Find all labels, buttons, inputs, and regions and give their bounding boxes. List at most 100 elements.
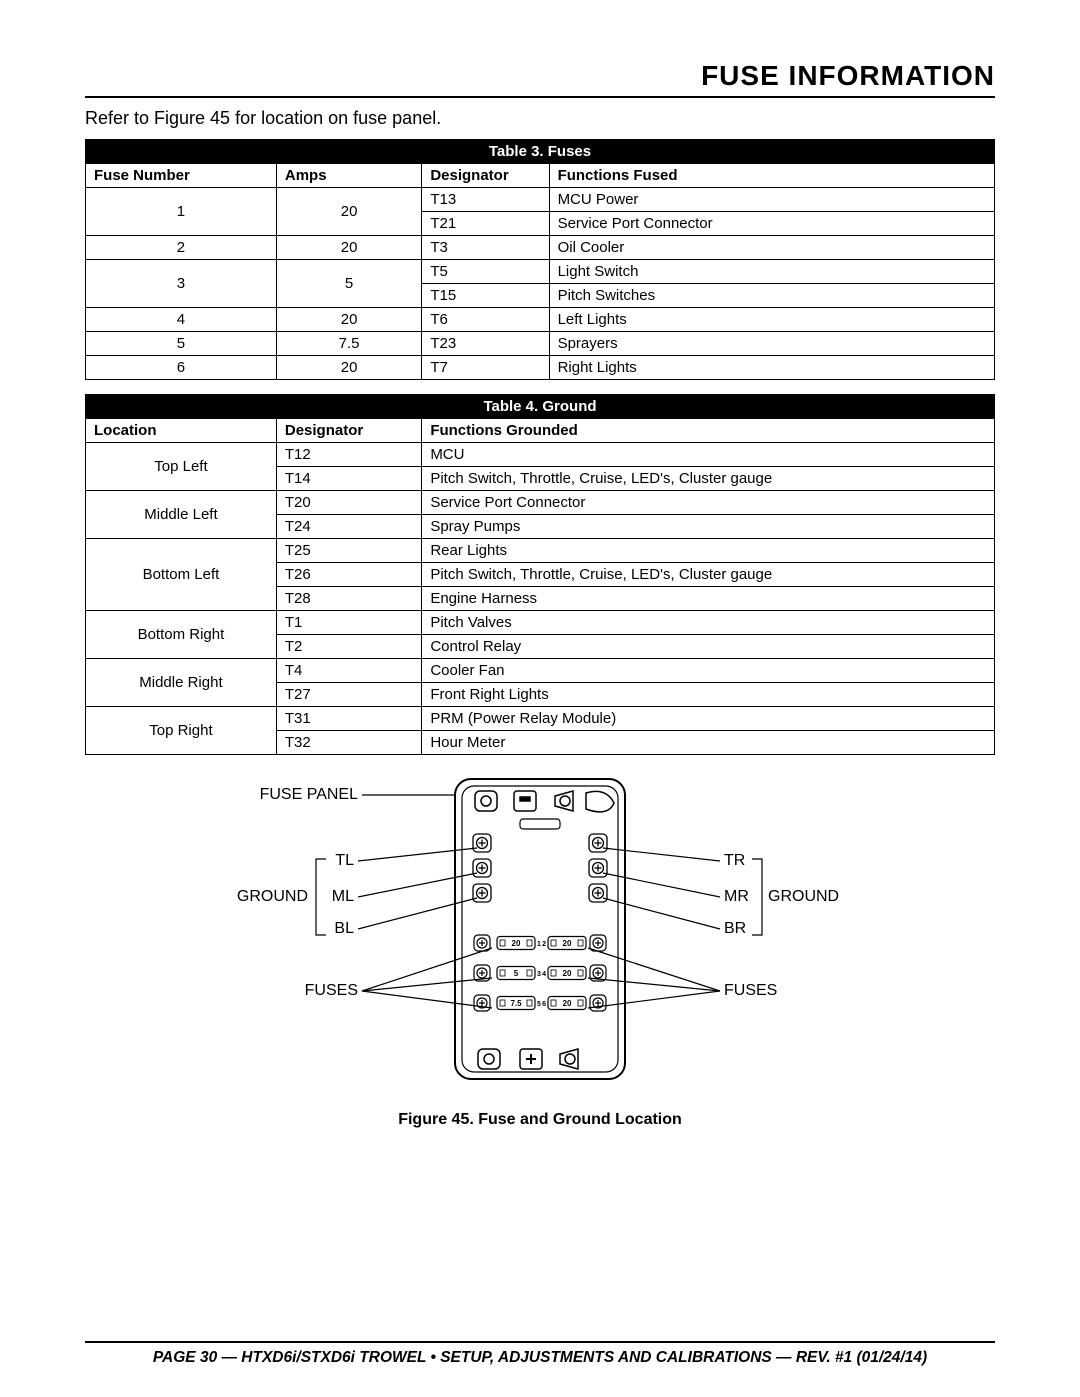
cell-function: Engine Harness <box>422 587 995 611</box>
cell-amps: 5 <box>276 260 421 308</box>
cell-designator: T14 <box>276 467 421 491</box>
cell-designator: T26 <box>276 563 421 587</box>
fuses-table: Table 3. Fuses Fuse Number Amps Designat… <box>85 139 995 380</box>
cell-amps: 20 <box>276 356 421 380</box>
cell-designator: T4 <box>276 659 421 683</box>
cell-function: MCU Power <box>549 188 994 212</box>
svg-text:7.5: 7.5 <box>510 999 522 1008</box>
label-fuses-right: FUSES <box>724 982 777 999</box>
fuse-icon: 7.5 <box>497 997 535 1010</box>
svg-text:5: 5 <box>514 969 519 978</box>
ground-screw-icon <box>589 884 607 902</box>
cell-function: Pitch Switches <box>549 284 994 308</box>
cell-fuse-number: 1 <box>86 188 277 236</box>
cell-location: Top Right <box>86 707 277 755</box>
label-br: BR <box>724 920 746 937</box>
label-mr: MR <box>724 888 749 905</box>
cell-designator: T6 <box>422 308 549 332</box>
ground-screw-icon <box>590 995 606 1011</box>
cell-location: Bottom Left <box>86 539 277 611</box>
cell-fuse-number: 5 <box>86 332 277 356</box>
cell-function: Pitch Switch, Throttle, Cruise, LED's, C… <box>422 563 995 587</box>
label-ground-left: GROUND <box>237 888 308 905</box>
cell-amps: 20 <box>276 236 421 260</box>
cell-designator: T15 <box>422 284 549 308</box>
cell-function: Service Port Connector <box>549 212 994 236</box>
cell-fuse-number: 4 <box>86 308 277 332</box>
svg-text:20: 20 <box>563 969 572 978</box>
fuse-icon: 20 <box>497 937 535 950</box>
cell-function: Pitch Valves <box>422 611 995 635</box>
cell-designator: T13 <box>422 188 549 212</box>
table-row: Top LeftT12MCU <box>86 443 995 467</box>
cell-function: Pitch Switch, Throttle, Cruise, LED's, C… <box>422 467 995 491</box>
cell-amps: 7.5 <box>276 332 421 356</box>
footer-rule <box>85 1341 995 1343</box>
cell-function: Cooler Fan <box>422 659 995 683</box>
cell-designator: T32 <box>276 731 421 755</box>
cell-function: Spray Pumps <box>422 515 995 539</box>
cell-designator: T2 <box>276 635 421 659</box>
cell-function: Hour Meter <box>422 731 995 755</box>
cell-fuse-number: 3 <box>86 260 277 308</box>
svg-text:20: 20 <box>563 939 572 948</box>
cell-designator: T20 <box>276 491 421 515</box>
cell-function: Light Switch <box>549 260 994 284</box>
col-functions: Functions Fused <box>549 164 994 188</box>
table-row: 220T3Oil Cooler <box>86 236 995 260</box>
cell-location: Top Left <box>86 443 277 491</box>
fuse-icon: 20 <box>548 997 586 1010</box>
svg-text:2: 2 <box>542 941 546 948</box>
table-title-row: Table 4. Ground <box>86 395 995 419</box>
table-header-row: Fuse Number Amps Designator Functions Fu… <box>86 164 995 188</box>
svg-text:20: 20 <box>512 939 521 948</box>
table-row: Bottom RightT1Pitch Valves <box>86 611 995 635</box>
label-ml: ML <box>332 888 354 905</box>
cell-designator: T21 <box>422 212 549 236</box>
svg-text:6: 6 <box>542 1001 546 1008</box>
table-row: 35T5Light Switch <box>86 260 995 284</box>
cell-amps: 20 <box>276 188 421 236</box>
fuse-icon: 20 <box>548 937 586 950</box>
table-row: Middle LeftT20Service Port Connector <box>86 491 995 515</box>
cell-designator: T28 <box>276 587 421 611</box>
col-designator: Designator <box>276 419 421 443</box>
fuse-icon: 20 <box>548 967 586 980</box>
cell-function: Oil Cooler <box>549 236 994 260</box>
table-row: Middle RightT4Cooler Fan <box>86 659 995 683</box>
cell-designator: T24 <box>276 515 421 539</box>
svg-text:20: 20 <box>563 999 572 1008</box>
cell-amps: 20 <box>276 308 421 332</box>
ground-screw-icon <box>474 935 490 951</box>
ground-table: Table 4. Ground Location Designator Func… <box>85 394 995 755</box>
ground-screw-icon <box>589 859 607 877</box>
cell-function: Rear Lights <box>422 539 995 563</box>
svg-text:3: 3 <box>537 971 541 978</box>
fuse-icon: 5 <box>497 967 535 980</box>
cell-designator: T1 <box>276 611 421 635</box>
label-bl: BL <box>334 920 354 937</box>
cell-function: Right Lights <box>549 356 994 380</box>
cell-fuse-number: 2 <box>86 236 277 260</box>
cell-designator: T5 <box>422 260 549 284</box>
table-row: Bottom LeftT25Rear Lights <box>86 539 995 563</box>
table-row: 620T7Right Lights <box>86 356 995 380</box>
ground-screw-icon <box>590 935 606 951</box>
cell-designator: T12 <box>276 443 421 467</box>
cell-designator: T23 <box>422 332 549 356</box>
heading-rule <box>85 96 995 98</box>
page-title: FUSE INFORMATION <box>85 60 995 92</box>
cell-designator: T3 <box>422 236 549 260</box>
cell-designator: T25 <box>276 539 421 563</box>
table-title-row: Table 3. Fuses <box>86 140 995 164</box>
cell-function: Control Relay <box>422 635 995 659</box>
label-ground-right: GROUND <box>768 888 839 905</box>
col-designator: Designator <box>422 164 549 188</box>
cell-function: Sprayers <box>549 332 994 356</box>
svg-text:1: 1 <box>537 941 541 948</box>
figure-wrap: 20 1 20 2 5 <box>85 773 995 1335</box>
cell-fuse-number: 6 <box>86 356 277 380</box>
table-row: 420T6Left Lights <box>86 308 995 332</box>
table-row: 120T13MCU Power <box>86 188 995 212</box>
page-footer: PAGE 30 — HTXD6i/STXD6i TROWEL • SETUP, … <box>85 1349 995 1367</box>
